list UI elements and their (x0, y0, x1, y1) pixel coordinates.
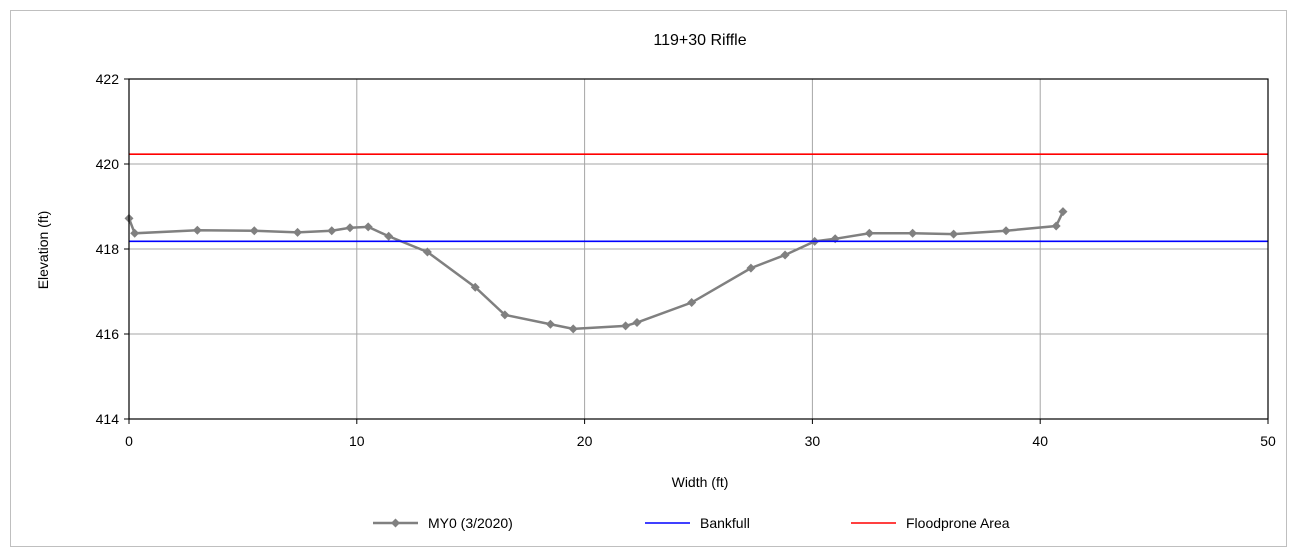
x-tick-label: 20 (577, 433, 593, 449)
data-point (568, 324, 578, 334)
chart-frame: 119+30 Riffle 0 10 20 30 40 50 414 416 418 420 422… (10, 10, 1287, 547)
data-point (470, 282, 480, 292)
data-point (293, 227, 303, 237)
series-layer (124, 153, 1268, 334)
data-point (908, 228, 918, 238)
data-point (1001, 226, 1011, 236)
data-point (621, 321, 631, 331)
legend-label-1: MY0 (3/2020) (428, 515, 513, 531)
legend-marker (391, 518, 400, 528)
axis-ticks: 0 10 20 30 40 50 414 416 418 420 422 (96, 71, 1276, 449)
gridlines (129, 79, 1268, 419)
data-point (687, 298, 697, 308)
data-point (780, 250, 790, 260)
data-point (130, 228, 140, 238)
data-point (632, 318, 642, 328)
data-point (545, 319, 555, 329)
y-tick-label: 422 (96, 71, 120, 87)
x-tick-label: 50 (1260, 433, 1276, 449)
data-point (500, 310, 510, 320)
legend-label-2: Bankfull (700, 515, 750, 531)
x-tick-label: 40 (1032, 433, 1048, 449)
data-point (1051, 221, 1061, 231)
data-point (249, 226, 259, 236)
chart-svg: 119+30 Riffle 0 10 20 30 40 50 414 416 418 420 422… (35, 32, 1276, 531)
data-point (422, 247, 432, 257)
legend-label-3: Floodprone Area (906, 515, 1010, 531)
data-point (384, 231, 394, 241)
series-line-1 (127, 211, 1065, 331)
x-tick-label: 10 (349, 433, 365, 449)
data-point (327, 226, 337, 236)
y-tick-label: 420 (96, 156, 120, 172)
data-point (746, 263, 756, 273)
data-point (192, 225, 202, 235)
y-axis-title: Elevation (ft) (35, 211, 51, 290)
data-point (949, 229, 959, 239)
y-tick-label: 416 (96, 326, 120, 342)
data-point (864, 228, 874, 238)
legend: MY0 (3/2020) Bankfull Floodprone Area (373, 515, 1010, 531)
y-tick-label: 418 (96, 241, 120, 257)
y-tick-label: 414 (96, 411, 120, 427)
x-axis-title: Width (ft) (672, 474, 729, 490)
data-point (1058, 207, 1068, 217)
x-tick-label: 30 (805, 433, 821, 449)
x-tick-label: 0 (125, 433, 133, 449)
data-point (345, 223, 355, 233)
chart-title: 119+30 Riffle (653, 32, 746, 49)
data-point (363, 222, 373, 232)
